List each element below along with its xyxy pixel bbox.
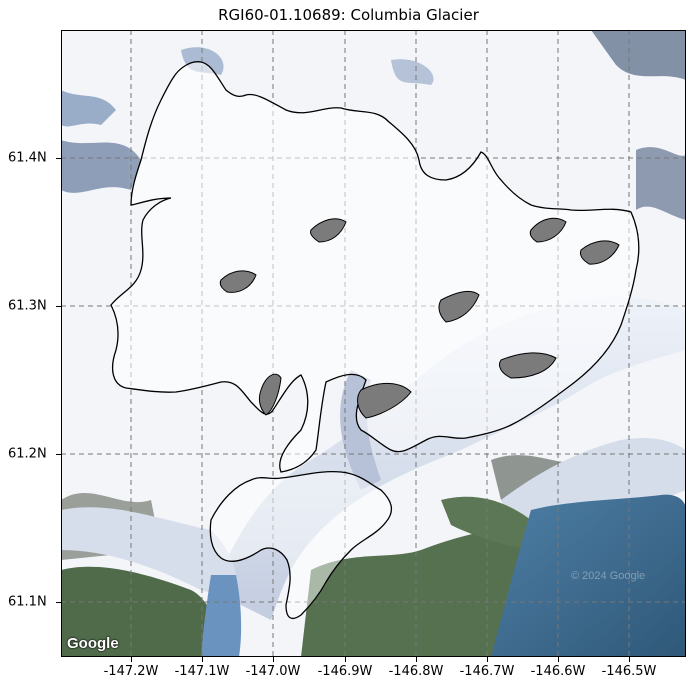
y-tick-label: 61.1N (8, 594, 47, 610)
x-tick-label: -146.9W (317, 664, 373, 679)
valdez-arm (491, 494, 686, 657)
imagery-credit: © 2024 Google (571, 570, 646, 582)
x-tick-mark (558, 657, 559, 662)
y-tick-mark (56, 454, 61, 455)
x-tick-label: -146.8W (388, 664, 444, 679)
x-tick-label: -146.5W (601, 664, 657, 679)
satellite-map[interactable]: Google © 2024 Google (61, 30, 686, 657)
map-canvas (61, 30, 686, 657)
columbia-bay (201, 575, 242, 657)
x-tick-label: -147.0W (245, 664, 301, 679)
x-tick-mark (487, 657, 488, 662)
x-tick-label: -146.6W (530, 664, 586, 679)
nunataks (219, 217, 620, 419)
water (201, 494, 686, 657)
y-tick-label: 61.4N (8, 150, 47, 166)
y-tick-label: 61.3N (8, 298, 47, 314)
x-tick-label: -146.7W (459, 664, 515, 679)
axes-frame (61, 30, 686, 657)
x-tick-mark (273, 657, 274, 662)
x-tick-label: -147.2W (103, 664, 159, 679)
x-tick-mark (345, 657, 346, 662)
y-tick-mark (56, 602, 61, 603)
x-tick-label: -147.1W (174, 664, 230, 679)
google-logo: Google (67, 635, 119, 652)
y-tick-label: 61.2N (8, 446, 47, 462)
y-tick-mark (56, 158, 61, 159)
glacier-outline-lobe (209, 470, 393, 619)
x-tick-mark (131, 657, 132, 662)
x-tick-mark (202, 657, 203, 662)
x-tick-mark (629, 657, 630, 662)
map-title: RGI60-01.10689: Columbia Glacier (218, 6, 479, 24)
x-tick-mark (416, 657, 417, 662)
y-tick-mark (56, 306, 61, 307)
